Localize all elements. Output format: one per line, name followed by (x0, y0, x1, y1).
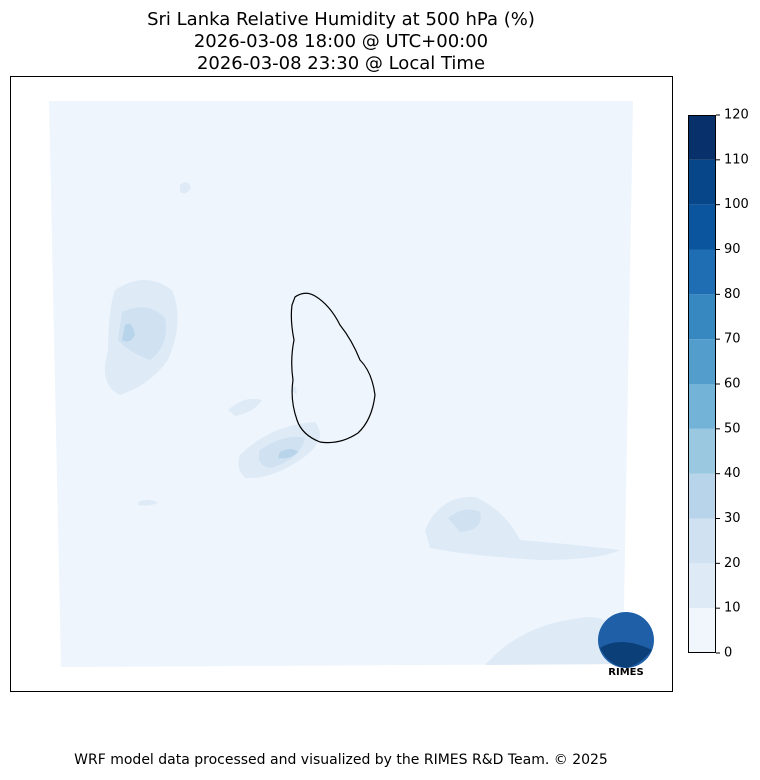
colorbar-band (688, 428, 716, 474)
coastline (290, 292, 376, 444)
colorbar-frame (688, 115, 716, 653)
colorbar-band (688, 384, 716, 429)
tick-label: 70 (724, 332, 741, 347)
logo-text: RIMES (608, 667, 643, 678)
logo: RIMES (598, 612, 654, 678)
tick-label: 80 (724, 287, 741, 302)
colorbar-band (688, 518, 716, 564)
tick-label: 30 (724, 511, 741, 526)
tick-label: 10 (724, 601, 741, 616)
title-line: 2026-03-08 18:00 @ UTC+00:00 (194, 31, 488, 52)
footer: WRF model data processed and visualized … (74, 752, 608, 768)
tick-label: 40 (724, 466, 741, 481)
tick-label: 120 (724, 108, 749, 123)
tick-label: 110 (724, 152, 749, 167)
map: RIMES (10, 76, 673, 692)
colorbar-band (688, 115, 716, 160)
colorbar-band (688, 339, 716, 384)
tick-label: 20 (724, 556, 741, 571)
contours (122, 323, 298, 459)
tick-label: 60 (724, 377, 741, 392)
colorbar-band (688, 563, 716, 609)
colorbar-band (688, 249, 716, 295)
colorbar-band (688, 608, 716, 653)
title-line: 2026-03-08 23:30 @ Local Time (197, 53, 485, 74)
colorbar-band (688, 159, 716, 205)
tick-label: 90 (724, 242, 741, 257)
tick-label: 50 (724, 421, 741, 436)
tick-label: 100 (724, 197, 749, 212)
colorbar-band (688, 204, 716, 250)
colorbar-band (688, 473, 716, 519)
tick-label: 0 (724, 646, 732, 661)
colorbar-band (688, 294, 716, 340)
colorbar: 0 10 20 30 40 50 60 70 80 90 100 110 120 (688, 108, 749, 661)
title-line: Sri Lanka Relative Humidity at 500 hPa (… (147, 9, 535, 30)
